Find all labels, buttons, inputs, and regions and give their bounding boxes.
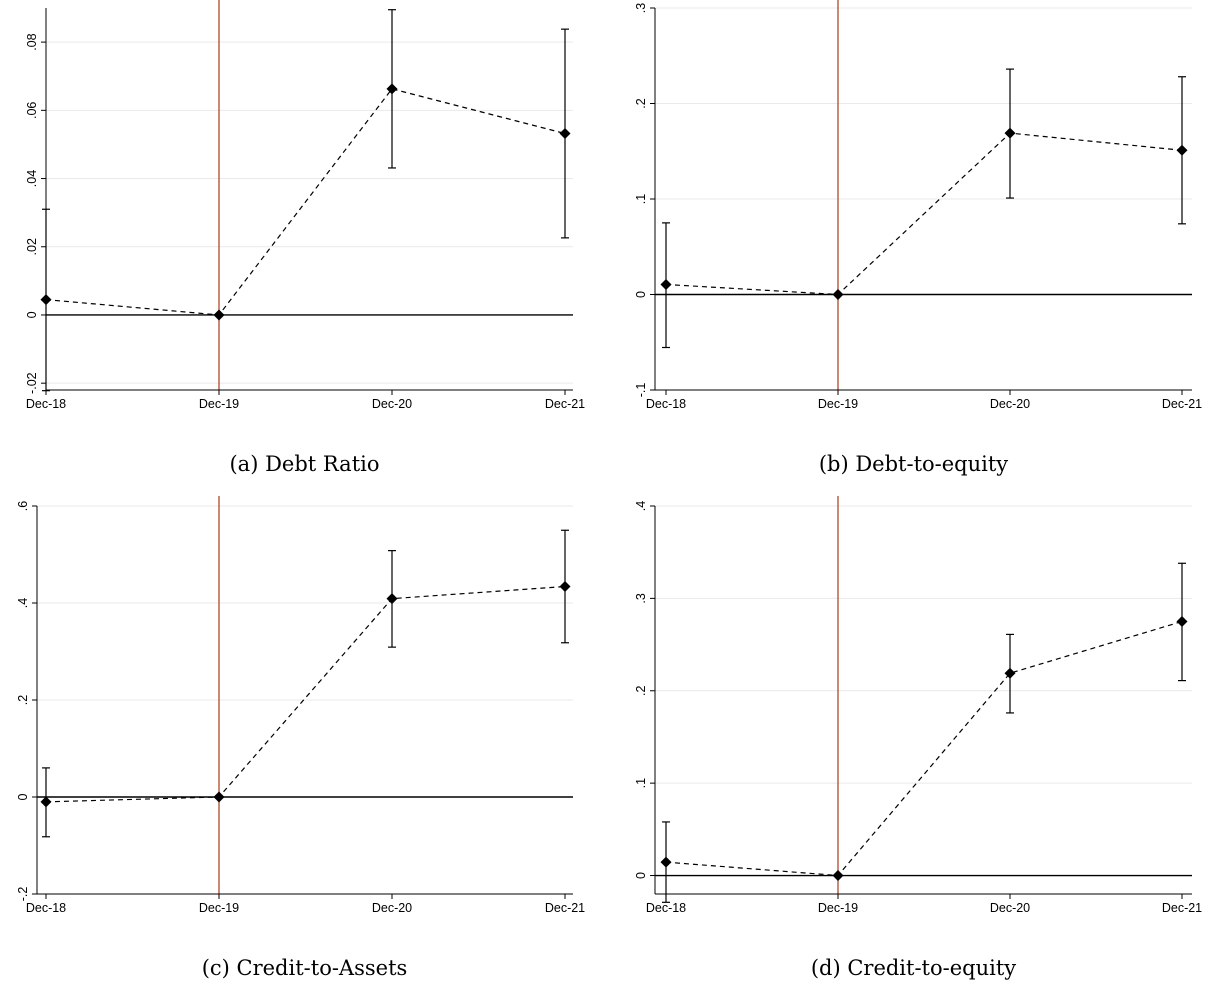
y-tick-label-2: .02 xyxy=(25,238,39,255)
chart-caption-a: (a) Debt Ratio xyxy=(229,452,380,476)
chart-caption-d: (d) Credit-to-equity xyxy=(810,956,1017,980)
x-tick-label-1: Dec-19 xyxy=(199,397,239,411)
data-point-3 xyxy=(1176,144,1188,156)
data-point-0 xyxy=(40,796,52,808)
x-tick-label-2: Dec-20 xyxy=(372,397,412,411)
series-line xyxy=(45,88,566,316)
chart-c: -.2 0 .2 .4 .6 Dec-18 Dec-19 Dec-20 Dec-21 xyxy=(16,496,585,915)
x-tick-label-0: Dec-18 xyxy=(646,397,686,411)
y-tick-label-3: .4 xyxy=(16,598,30,608)
y-tick-label-0: -.02 xyxy=(25,372,39,394)
y-tick-label-2: .1 xyxy=(634,194,648,204)
data-point-2 xyxy=(386,83,398,95)
y-tick-label-0: 0 xyxy=(634,872,648,879)
data-point-1 xyxy=(832,870,844,882)
y-tick-label-0: -.2 xyxy=(16,887,30,902)
series-line xyxy=(665,132,1183,296)
chart-b: -.1 0 .1 .2 .3 Dec-18 Dec-19 Dec-20 Dec-21 xyxy=(634,0,1202,411)
y-tick-label-4: .6 xyxy=(16,501,30,511)
x-tick-label-1: Dec-19 xyxy=(199,901,239,915)
x-tick-label-0: Dec-18 xyxy=(646,901,686,915)
y-tick-label-3: .2 xyxy=(634,98,648,108)
chart-panel-d: 0 .1 .2 .3 .4 Dec-18 Dec-19 Dec-20 Dec-21 (d) Cr… xyxy=(609,496,1218,991)
y-tick-label-0: -.1 xyxy=(634,383,648,398)
y-tick-label-4: .06 xyxy=(25,102,39,119)
y-tick-label-1: 0 xyxy=(16,793,30,800)
x-tick-label-1: Dec-19 xyxy=(818,397,858,411)
chart-panel-a: -.02 0 .02 .04 .06 .08 Dec-18 Dec-19 Dec-20 Dec-2… xyxy=(0,0,609,495)
data-point-2 xyxy=(1004,127,1016,139)
y-tick-label-1: 0 xyxy=(25,311,39,318)
x-tick-label-3: Dec-21 xyxy=(1162,397,1202,411)
chart-caption-b: (b) Debt-to-equity xyxy=(818,452,1009,476)
data-point-3 xyxy=(559,128,571,140)
x-tick-label-3: Dec-21 xyxy=(545,397,585,411)
chart-d: 0 .1 .2 .3 .4 Dec-18 Dec-19 Dec-20 Dec-21 xyxy=(634,496,1202,915)
data-point-0 xyxy=(40,294,52,306)
chart-panel-b: -.1 0 .1 .2 .3 Dec-18 Dec-19 Dec-20 Dec-21 (b) D… xyxy=(609,0,1218,495)
y-tick-label-3: .3 xyxy=(634,593,648,603)
chart-caption-c: (c) Credit-to-Assets xyxy=(201,956,408,980)
data-point-3 xyxy=(559,581,571,593)
data-point-1 xyxy=(213,791,225,803)
y-tick-label-1: 0 xyxy=(634,291,648,298)
x-tick-label-3: Dec-21 xyxy=(1162,901,1202,915)
y-tick-label-2: .2 xyxy=(634,686,648,696)
y-tick-label-3: .04 xyxy=(25,170,39,187)
data-point-2 xyxy=(1004,667,1016,679)
chart-a: -.02 0 .02 .04 .06 .08 Dec-18 Dec-19 Dec-20 Dec-2… xyxy=(25,0,585,411)
data-point-3 xyxy=(1176,615,1188,627)
x-tick-label-0: Dec-18 xyxy=(26,397,66,411)
data-point-0 xyxy=(660,856,672,868)
y-tick-label-4: .3 xyxy=(634,3,648,13)
x-tick-label-3: Dec-21 xyxy=(545,901,585,915)
y-tick-label-2: .2 xyxy=(16,695,30,705)
x-tick-label-2: Dec-20 xyxy=(372,901,412,915)
y-tick-label-4: .4 xyxy=(634,501,648,511)
x-tick-label-2: Dec-20 xyxy=(990,901,1030,915)
series-line xyxy=(665,620,1183,877)
series-line xyxy=(45,585,566,803)
x-tick-label-2: Dec-20 xyxy=(990,397,1030,411)
x-tick-label-1: Dec-19 xyxy=(818,901,858,915)
data-point-1 xyxy=(832,289,844,300)
data-point-2 xyxy=(386,593,398,605)
data-point-1 xyxy=(213,309,225,321)
data-point-0 xyxy=(660,278,672,290)
y-tick-label-5: .08 xyxy=(25,33,39,50)
y-tick-label-1: .1 xyxy=(634,778,648,788)
x-tick-label-0: Dec-18 xyxy=(26,901,66,915)
chart-panel-c: -.2 0 .2 .4 .6 Dec-18 Dec-19 Dec-20 Dec-21 (c) C… xyxy=(0,496,609,991)
